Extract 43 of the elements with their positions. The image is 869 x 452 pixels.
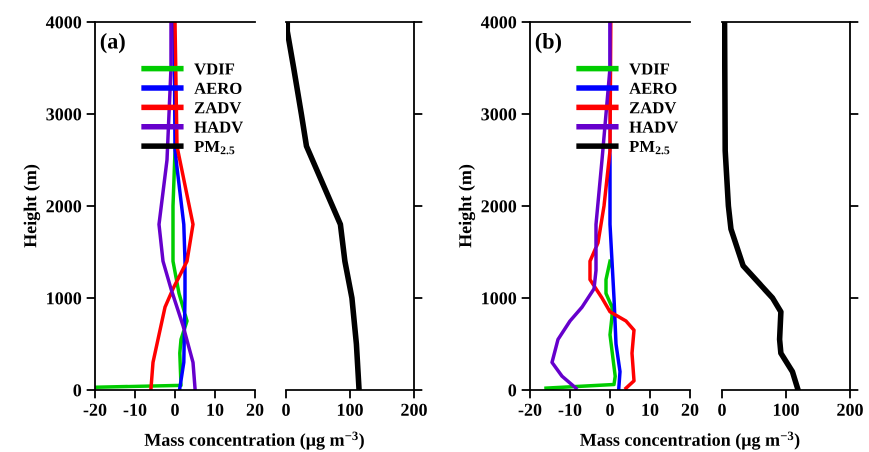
y-tick-label: 0	[73, 384, 82, 396]
legend-label: AERO	[629, 82, 676, 94]
legend-label: VDIF	[629, 64, 670, 75]
y-tick-label: 3000	[46, 108, 82, 120]
x-tick-label: -10	[558, 404, 582, 416]
y-tick-label: 4000	[480, 16, 516, 28]
x-tick-label: 20	[682, 404, 698, 416]
x-tick-label: -20	[518, 404, 542, 416]
legend-label: ZADV	[194, 102, 242, 114]
x-tick-label: 0	[606, 404, 614, 416]
legend-label: VDIF	[194, 64, 234, 75]
y-tick-label: 2000	[481, 200, 516, 212]
y-tick-label: 0	[508, 384, 516, 396]
x-tick-label: -10	[124, 404, 146, 416]
annotation: (a)	[100, 33, 125, 54]
legend-label: HADV	[629, 122, 678, 133]
y-tick-label: 3000	[481, 108, 516, 120]
x-axis-title: Mass concentration (μg m$^{−3}$)	[144, 432, 364, 450]
y-tick-label: 1000	[47, 292, 82, 304]
x-tick-label: 200	[401, 404, 427, 416]
line-series	[544, 259, 617, 390]
x-tick-label: 0	[718, 404, 726, 416]
legend-label: AERO	[194, 82, 242, 94]
x-tick-label: 0	[282, 404, 290, 416]
y-tick-label: 1000	[482, 292, 516, 304]
y-tick-label: 2000	[46, 200, 82, 212]
x-tick-label: 10	[207, 404, 224, 416]
x-tick-label: 0	[171, 404, 179, 416]
legend-label: HADV	[194, 122, 244, 133]
x-tick-label: 20	[246, 404, 264, 416]
legend-label: PM$_{2.5}$	[194, 140, 234, 154]
legend-label: PM$_{2.5}$	[629, 140, 670, 154]
y-axis-title: Height (m)	[458, 164, 476, 248]
x-tick-label: -20	[84, 404, 106, 416]
x-tick-label: 100	[338, 404, 363, 416]
annotation: (b)	[536, 33, 561, 54]
x-axis-title: Mass concentration (μg m$^{−3}$)	[580, 432, 800, 450]
x-tick-label: 10	[642, 404, 658, 416]
x-tick-label: 200	[837, 404, 863, 416]
y-axis-title: Height (m)	[24, 164, 40, 248]
x-tick-label: 100	[774, 404, 799, 416]
y-tick-label: 4000	[46, 16, 82, 28]
legend-label: ZADV	[630, 102, 676, 114]
